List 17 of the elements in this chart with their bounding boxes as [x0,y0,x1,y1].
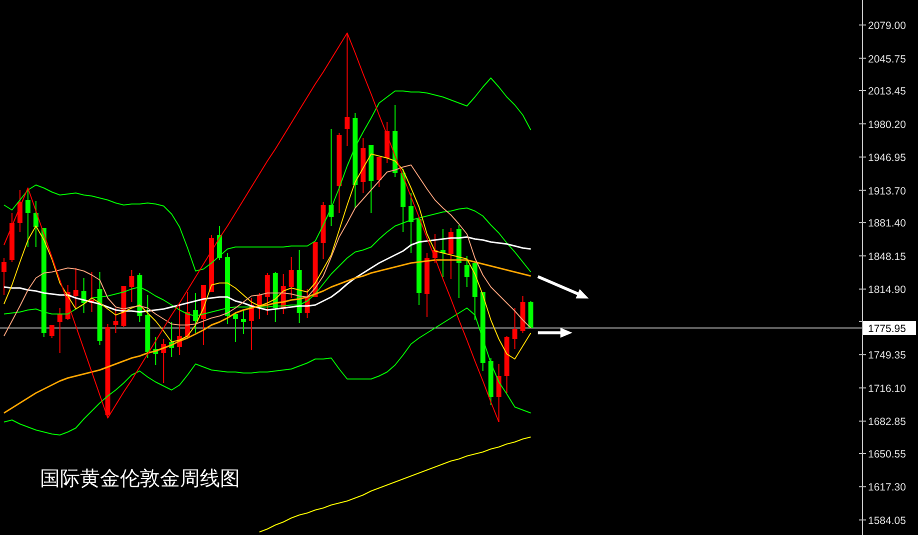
y-tick-label: 1617.30 [868,482,906,494]
y-tick-label: 1946.95 [868,152,906,164]
y-tick-label: 1682.85 [868,416,906,428]
y-tick-label: 1749.35 [868,350,906,362]
annotation: 国际黄金伦敦金周线图 [40,468,240,490]
y-tick-label: 2045.75 [868,53,906,66]
y-tick-label: 1980.20 [868,118,906,131]
ref-line-label: 1775.95 [868,323,906,336]
y-tick-label: 1584.05 [868,514,906,527]
y-tick-label: 1848.15 [868,250,906,263]
y-tick-label: 1881.40 [868,218,906,230]
y-tick-label: 1716.10 [868,382,906,395]
y-tick-label: 2079.00 [868,20,906,32]
y-tick-label: 1814.90 [868,284,906,296]
y-tick-label: 1913.70 [868,185,906,198]
y-tick-label: 2013.45 [868,86,906,98]
y-tick-label: 1650.55 [868,448,906,460]
